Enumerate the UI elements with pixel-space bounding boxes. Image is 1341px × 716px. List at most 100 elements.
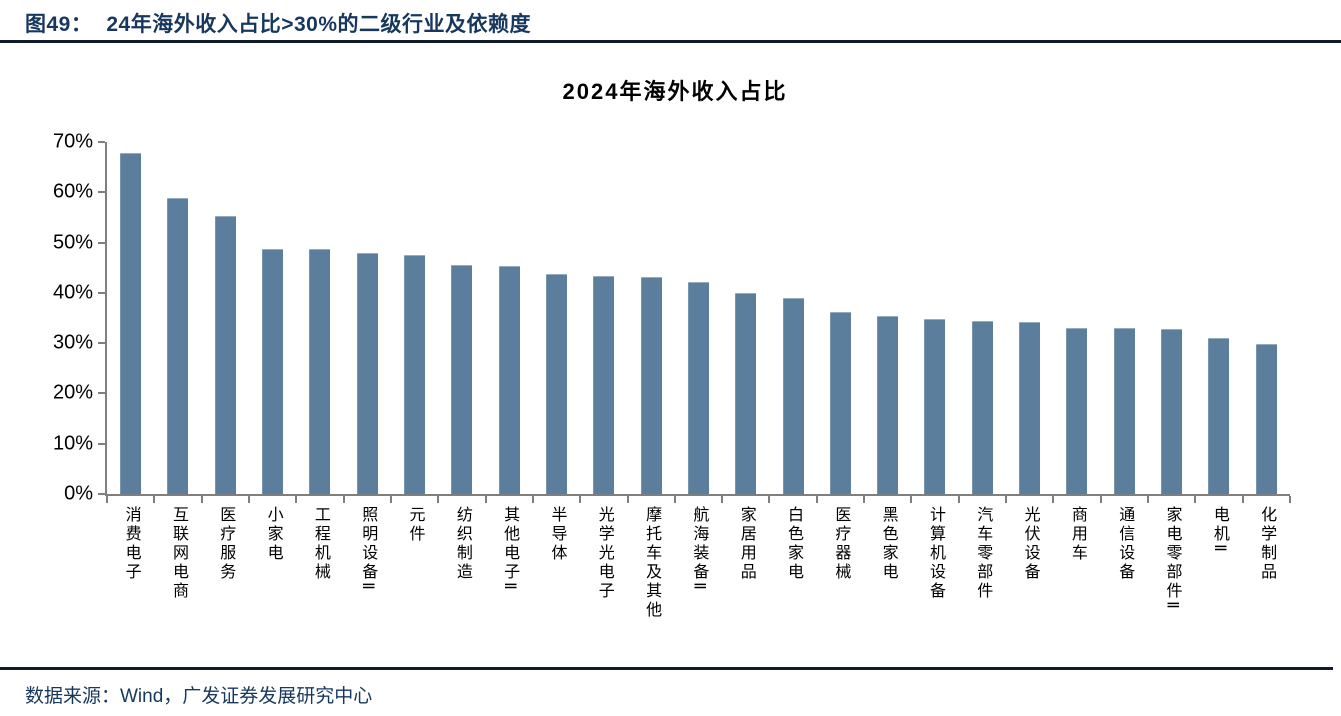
figure-number-label: 图49： (25, 13, 93, 36)
x-axis-category-label: 黑色家电 (879, 506, 897, 582)
x-axis-tick (342, 496, 345, 503)
x-axis-tick (957, 496, 960, 503)
x-axis-category-label: 消费电子 (122, 506, 140, 582)
y-axis-tick-label: 70% (52, 130, 93, 153)
bar-slot: 光伏设备 (1006, 142, 1053, 582)
y-axis-tick-label: 0% (64, 482, 93, 505)
y-axis-tick (98, 442, 105, 445)
bar (593, 275, 615, 494)
y-axis-tick-label: 40% (52, 281, 93, 304)
bar-slot: 互联网电商 (154, 142, 201, 601)
y-axis-tick (98, 141, 105, 143)
x-axis-tick (484, 496, 487, 503)
x-axis-tick (531, 496, 534, 503)
x-axis-category-label: 小家电 (264, 506, 282, 563)
x-axis-category-label: 光学光电子 (595, 506, 613, 601)
bar-slot: 通信设备 (1101, 142, 1148, 582)
x-axis-category-label: 工程机械 (311, 506, 329, 582)
plot-area: 0% 10% 20% 30% 40% 50% 60% 70% 消费电子 互联网电商 医疗服务 小家电 工… (53, 131, 1291, 620)
bar-slot: 白色家电 (769, 142, 816, 582)
footer-divider (0, 667, 1333, 670)
bar-series: 消费电子 互联网电商 医疗服务 小家电 工程机械 照明设备Ⅱ 元件 纺织制造 其他电子Ⅱ 半导体 光… (107, 142, 1290, 620)
y-axis-tick-label: 30% (52, 331, 93, 354)
x-axis-tick (721, 496, 724, 503)
bar (1161, 328, 1183, 494)
x-axis-tick (910, 496, 913, 503)
bar (829, 312, 851, 494)
bar-slot: 消费电子 (107, 142, 154, 582)
bar-slot: 航海装备Ⅱ (675, 142, 722, 593)
x-axis-tick (1147, 496, 1150, 503)
bar (1019, 321, 1041, 494)
x-axis-category-label: 汽车零部件 (974, 506, 992, 601)
x-axis-tick (389, 496, 392, 503)
x-axis-category-label: 航海装备Ⅱ (690, 506, 708, 593)
bar-slot: 纺织制造 (438, 142, 485, 582)
bar-slot: 小家电 (249, 142, 296, 563)
x-axis-tick (815, 496, 818, 503)
bar (1113, 328, 1135, 494)
x-axis-category-label: 白色家电 (785, 506, 803, 582)
bar (1066, 327, 1088, 494)
bar (498, 266, 520, 494)
x-axis-category-label: 半导体 (548, 506, 566, 563)
bar-slot: 黑色家电 (864, 142, 911, 582)
bar-slot: 家居用品 (722, 142, 769, 582)
bar (640, 276, 662, 494)
bar (309, 249, 331, 494)
x-axis-category-label: 家电零部件Ⅱ (1163, 506, 1181, 612)
x-axis-category-label: 纺织制造 (453, 506, 471, 582)
x-axis-category-label: 光伏设备 (1021, 506, 1039, 582)
bar-slot: 电机Ⅱ (1195, 142, 1242, 555)
x-axis-category-label: 计算机设备 (926, 506, 944, 601)
x-axis-category-label: 电机Ⅱ (1210, 506, 1228, 555)
x-axis-tick (106, 496, 108, 503)
x-axis-tick (1005, 496, 1008, 503)
x-axis-category-label: 其他电子Ⅱ (501, 506, 519, 593)
x-axis-tick (247, 496, 250, 503)
bar (451, 265, 473, 494)
bar (167, 198, 189, 494)
x-axis-tick (1099, 496, 1102, 503)
bar-slot: 半导体 (533, 142, 580, 563)
x-axis-tick (768, 496, 771, 503)
y-axis-tick-label: 10% (52, 432, 93, 455)
bar-slot: 汽车零部件 (959, 142, 1006, 601)
x-axis-category-label: 摩托车及其他 (643, 506, 661, 620)
x-axis-tick (579, 496, 582, 503)
bar (262, 248, 284, 494)
x-axis-tick (1289, 496, 1291, 503)
x-axis-tick (153, 496, 156, 503)
bar-slot: 元件 (391, 142, 438, 544)
x-axis-category-label: 通信设备 (1116, 506, 1134, 582)
bar-slot: 照明设备Ⅱ (344, 142, 391, 593)
bar (545, 274, 567, 494)
bar-slot: 摩托车及其他 (627, 142, 674, 620)
figure-header: 图49： 24年海外收入占比>30%的二级行业及依赖度 (25, 8, 531, 38)
figure-title: 24年海外收入占比>30%的二级行业及依赖度 (106, 13, 532, 36)
bar (924, 318, 946, 494)
bar (120, 152, 142, 494)
header-divider (0, 40, 1341, 43)
bar (735, 292, 757, 494)
bar (971, 321, 993, 494)
bar (1255, 343, 1277, 494)
bar (877, 315, 899, 494)
bar (1208, 338, 1230, 494)
x-axis-category-label: 照明设备Ⅱ (359, 506, 377, 593)
bar-slot: 化学制品 (1243, 142, 1290, 582)
bar-slot: 计算机设备 (911, 142, 958, 601)
y-axis-tick (98, 191, 105, 194)
x-axis-tick (1241, 496, 1244, 503)
x-axis-tick (673, 496, 676, 503)
x-axis-category-label: 医疗器械 (832, 506, 850, 582)
x-axis-tick (626, 496, 629, 503)
x-axis-tick (1052, 496, 1055, 503)
x-axis-tick (1194, 496, 1197, 503)
x-axis-tick (437, 496, 440, 503)
bar (782, 297, 804, 494)
chart-title: 2024年海外收入占比 (562, 79, 788, 104)
y-axis-tick (98, 241, 105, 244)
bar-slot: 医疗器械 (817, 142, 864, 582)
